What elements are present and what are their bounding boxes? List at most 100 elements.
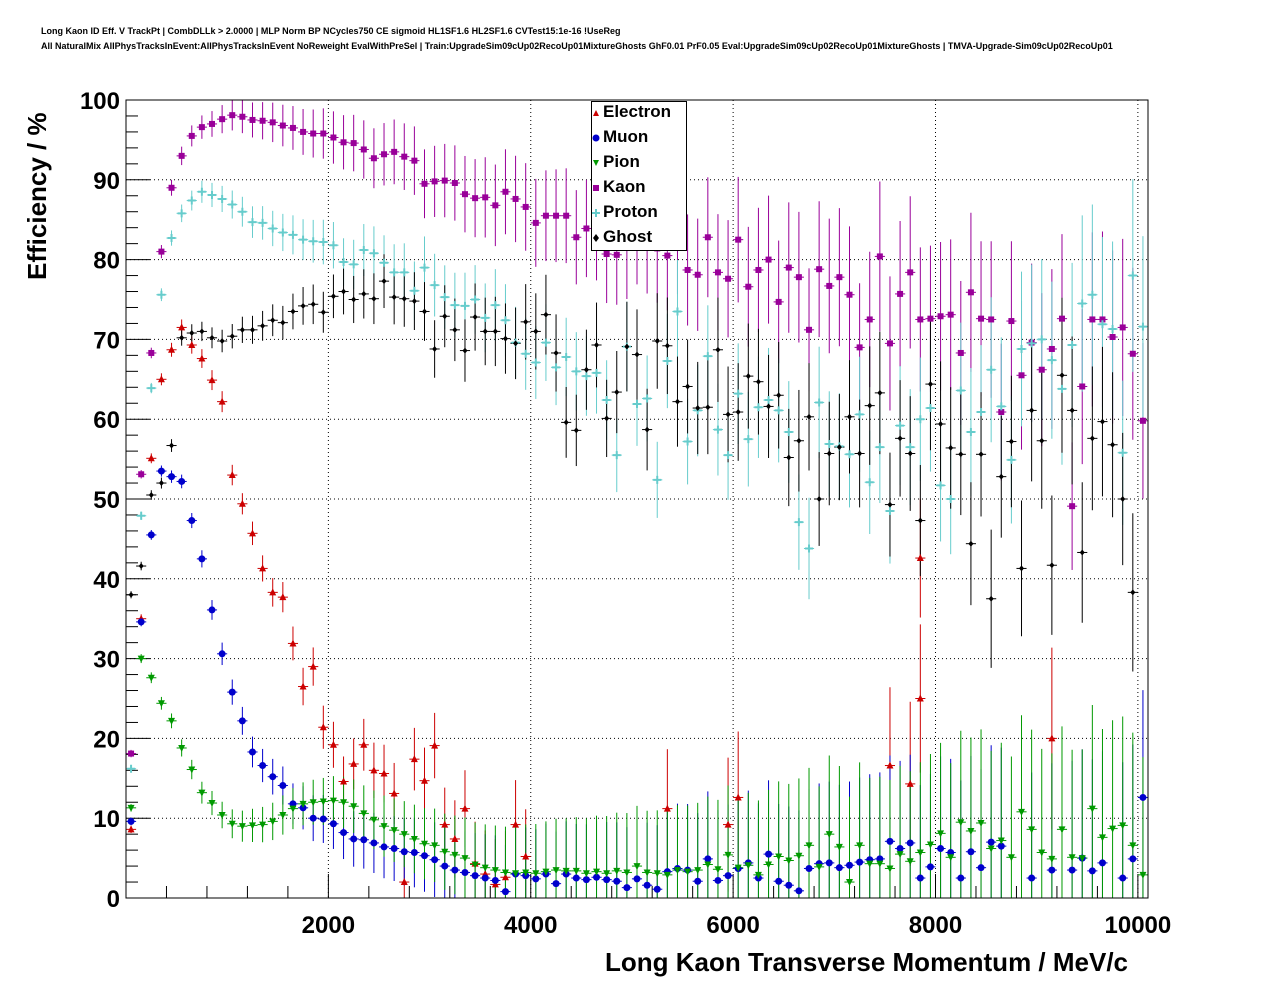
kaon-point xyxy=(998,409,1005,416)
kaon-point xyxy=(451,179,458,186)
pion-point xyxy=(825,831,833,839)
kaon-point xyxy=(957,349,964,356)
pion-point xyxy=(795,852,803,860)
tick-labels: 2000 4000 6000 8000 10000 0 10 20 30 40 50 60 70 80 90… xyxy=(80,88,1171,939)
y-tick-label: 80 xyxy=(93,248,120,275)
pion-point xyxy=(370,816,378,824)
muon-point xyxy=(1119,874,1127,882)
muon-point xyxy=(410,849,418,857)
proton-point xyxy=(1128,271,1137,280)
ghost-point xyxy=(685,383,691,390)
proton-point xyxy=(1118,448,1127,457)
proton-point xyxy=(369,249,378,258)
muon-point xyxy=(1068,866,1076,874)
ghost-point xyxy=(533,328,539,335)
muon-point xyxy=(127,817,135,825)
ghost-point xyxy=(806,413,812,420)
ghost-point xyxy=(998,473,1004,480)
pion-point xyxy=(299,800,307,808)
pion-point xyxy=(765,861,773,869)
pion-point xyxy=(400,831,408,839)
ghost-point xyxy=(563,419,569,426)
kaon-point xyxy=(795,274,802,281)
muon-point xyxy=(845,861,853,869)
kaon-point xyxy=(370,155,377,162)
ghost-point xyxy=(422,308,428,315)
proton-point xyxy=(1108,325,1117,334)
y-tick-label: 10 xyxy=(93,806,120,833)
pion-point xyxy=(552,867,560,875)
proton-point xyxy=(1037,335,1046,344)
pion-point xyxy=(1078,855,1086,863)
ghost-point xyxy=(1089,435,1095,442)
ghost-point xyxy=(219,337,225,344)
proton-point xyxy=(572,367,581,376)
kaon-point xyxy=(1109,334,1116,341)
muon-point xyxy=(329,820,337,828)
proton-point xyxy=(208,190,217,199)
ghost-point xyxy=(634,351,640,358)
pion-point xyxy=(461,855,469,863)
pion-point xyxy=(451,851,459,859)
ghost-point xyxy=(158,480,164,487)
ghost-point xyxy=(796,437,802,444)
electron-point xyxy=(188,340,196,348)
proton-point xyxy=(936,481,945,490)
muon-point xyxy=(835,864,843,872)
ghost-point xyxy=(371,295,377,302)
proton-point xyxy=(805,544,814,553)
y-tick-label: 100 xyxy=(80,88,120,115)
pion-point xyxy=(542,868,550,876)
ghost-point xyxy=(270,317,276,324)
proton-point xyxy=(228,200,237,209)
y-tick-label: 70 xyxy=(93,327,120,354)
muon-point xyxy=(309,814,317,822)
pion-point xyxy=(127,804,135,812)
electron-point xyxy=(168,345,176,353)
ghost-point xyxy=(381,278,387,285)
muon-point xyxy=(593,873,601,881)
proton-point xyxy=(187,196,196,205)
muon-point xyxy=(168,473,176,481)
legend: Electron Muon Pion Kaon Proton Ghost xyxy=(591,101,687,251)
proton-point xyxy=(713,425,722,434)
proton-point xyxy=(1027,339,1036,348)
ghost-point xyxy=(411,298,417,305)
proton-point xyxy=(754,403,763,412)
kaon-point xyxy=(785,264,792,271)
muon-point xyxy=(431,856,439,864)
electron-point xyxy=(370,766,378,774)
legend-label-electron: Electron xyxy=(603,102,672,121)
kaon-point xyxy=(421,180,428,187)
electron-point xyxy=(340,777,348,785)
electron-point xyxy=(198,354,206,362)
proton-point xyxy=(1057,384,1066,393)
proton-point xyxy=(218,194,227,203)
electron-point xyxy=(906,779,914,787)
muon-point xyxy=(157,467,165,475)
muon-point xyxy=(501,888,509,896)
ghost-point xyxy=(523,318,529,325)
electron-point xyxy=(350,759,358,767)
muon-point xyxy=(653,885,661,893)
proton-point xyxy=(744,435,753,444)
pion-point xyxy=(876,860,884,868)
muon-point xyxy=(714,876,722,884)
proton-point xyxy=(167,234,176,243)
electron-point xyxy=(501,873,509,881)
muon-point xyxy=(451,866,459,874)
pion-point xyxy=(1058,826,1066,834)
kaon-point xyxy=(613,251,620,258)
pion-point xyxy=(147,674,155,682)
pion-point xyxy=(977,819,985,827)
proton-point xyxy=(865,478,874,487)
muon-point xyxy=(704,855,712,863)
electron-point xyxy=(461,804,469,812)
proton-point xyxy=(885,506,894,515)
x-tick-label: 2000 xyxy=(302,912,355,939)
proton-point xyxy=(653,475,662,484)
proton-point xyxy=(703,352,712,361)
kaon-point xyxy=(441,177,448,184)
ghost-point xyxy=(1008,438,1014,445)
pion-point xyxy=(1018,808,1026,816)
